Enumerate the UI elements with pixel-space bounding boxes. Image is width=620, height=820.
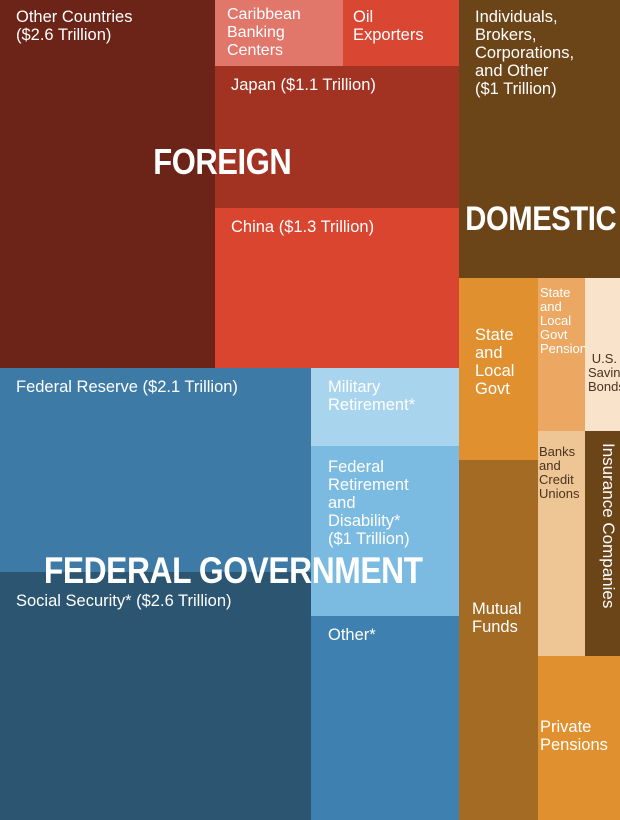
tile-label: Individuals, Brokers, Corporations, and … [475,8,575,98]
treemap-tile-individuals: Individuals, Brokers, Corporations, and … [459,0,620,278]
treemap-tile-mutual-funds: Mutual Funds [459,460,538,820]
treemap-tile-banks: Banks and Credit Unions [538,431,585,656]
tile-label: Social Security* ($2.6 Trillion) [16,592,232,610]
tile-label: Insurance Companies [599,443,618,609]
treemap-tile-fed-retirement: Federal Retirement and Disability* ($1 T… [311,446,459,616]
tile-label: Federal Reserve ($2.1 Trillion) [16,378,238,396]
tile-label: State and Local Govt [475,326,515,398]
treemap-tile-state-pensions: State and Local Govt Pensions [538,278,585,431]
tile-label: Banks and Credit Unions [539,444,580,501]
tile-label: Mutual Funds [472,600,522,636]
tile-label: Federal Retirement and Disability* ($1 T… [328,458,410,548]
treemap-tile-oil: Oil Exporters [343,0,459,66]
tile-label: U.S. Savings Bonds [588,351,620,394]
treemap-tile-caribbean: Caribbean Banking Centers [215,0,343,66]
group-label-foreign: FOREIGN [152,141,291,182]
group-label-domestic: DOMESTIC [464,200,616,238]
tile-label: Other* [328,626,376,644]
treemap-tile-social-security: Social Security* ($2.6 Trillion) [0,572,311,820]
tile-label: State and Local Govt Pensions [540,285,585,356]
tile-label: Military Retirement* [328,378,416,414]
treemap-tile-military: Military Retirement* [311,368,459,446]
tile-label: Japan ($1.1 Trillion) [231,76,376,94]
treemap-tile-state-local: State and Local Govt [459,278,538,460]
treemap-tile-insurance: Insurance Companies [585,431,620,656]
treemap-tile-other-fed: Other* [311,616,459,820]
treemap-tile-japan: Japan ($1.1 Trillion) [215,66,459,208]
treemap-tile-other-countries: Other Countries ($2.6 Trillion) [0,0,215,368]
treemap-tile-china: China ($1.3 Trillion) [215,208,459,368]
tile-label: Private Pensions [540,718,608,754]
tile-label: Caribbean Banking Centers [227,6,301,59]
tile-label: Other Countries ($2.6 Trillion) [16,8,133,44]
treemap-tile-savings-bonds: U.S. Savings Bonds [585,278,620,431]
treemap-tile-fed-reserve: Federal Reserve ($2.1 Trillion) [0,368,311,572]
treemap-tile-private-pensions: Private Pensions [538,656,620,820]
tile-label: China ($1.3 Trillion) [231,218,375,236]
group-label-federal-government: FEDERAL GOVERNMENT [43,549,423,591]
tile-label: Oil Exporters [353,8,424,44]
